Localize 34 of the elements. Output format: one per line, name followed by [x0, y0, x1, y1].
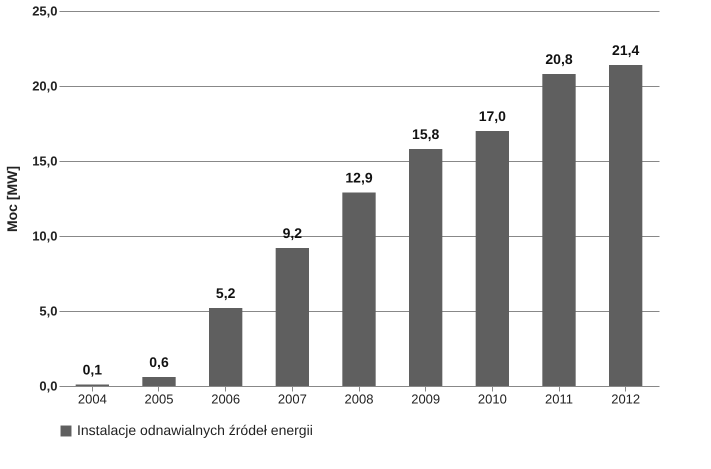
x-tick-label: 2011 [545, 392, 573, 406]
y-tick-label: 20,0 [32, 78, 58, 94]
bar [142, 377, 176, 386]
bar [609, 65, 642, 386]
data-label: 20,8 [545, 51, 573, 67]
bar [276, 248, 309, 386]
data-label: 12,9 [345, 170, 373, 186]
y-tick-label: 5,0 [39, 304, 58, 318]
bar [209, 308, 242, 386]
data-label: 0,6 [149, 354, 169, 370]
x-tick-label: 2008 [344, 392, 374, 406]
x-tick-label: 2012 [611, 392, 640, 406]
data-label: 9,2 [282, 225, 302, 241]
x-tick-label: 2004 [78, 392, 107, 406]
data-label: 15,8 [412, 126, 440, 142]
bar [542, 74, 576, 386]
bar [476, 131, 509, 386]
x-tick-label: 2009 [411, 392, 440, 406]
x-tick-label: 2007 [278, 392, 307, 406]
data-label: 0,1 [82, 362, 102, 378]
bar [342, 192, 376, 386]
y-tick-label: 10,0 [32, 228, 58, 244]
x-tick-label: 2005 [144, 392, 174, 406]
data-label: 17,0 [478, 108, 506, 124]
y-axis-title: Moc [MW] [4, 166, 20, 232]
y-tick-label: 15,0 [32, 154, 58, 168]
data-label: 5,2 [216, 285, 236, 301]
y-tick-label: 25,0 [32, 4, 58, 18]
y-tick-label: 0,0 [39, 378, 58, 394]
data-label: 21,4 [612, 42, 640, 58]
x-tick-label: 2010 [478, 392, 507, 406]
legend-label: Instalacje odnawialnych źródeł energii [77, 422, 313, 438]
bar [409, 149, 442, 386]
x-tick-label: 2006 [211, 392, 240, 406]
